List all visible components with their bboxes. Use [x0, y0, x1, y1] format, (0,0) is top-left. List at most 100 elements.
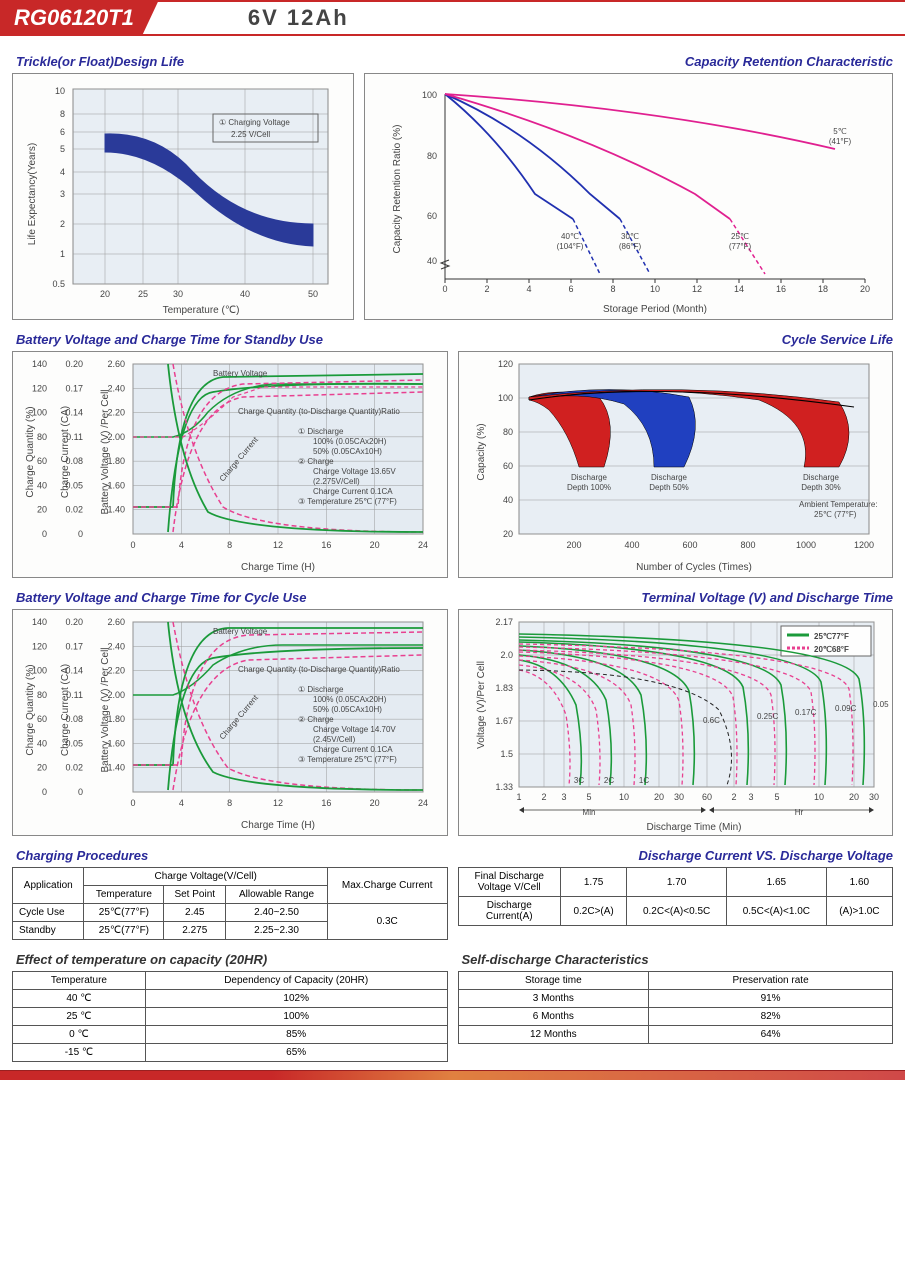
svg-text:5: 5 — [586, 792, 591, 802]
svg-text:25: 25 — [138, 289, 148, 299]
svg-text:16: 16 — [321, 798, 331, 808]
svg-text:4: 4 — [179, 798, 184, 808]
chart5-svg: Charge Quantity (%) Charge Current (CA) … — [13, 610, 443, 835]
svg-text:2: 2 — [731, 792, 736, 802]
chart2-box: 100 80 60 40 02468101214161820 40℃ (104°… — [364, 73, 893, 320]
svg-text:1000: 1000 — [795, 540, 815, 550]
svg-text:3: 3 — [561, 792, 566, 802]
svg-text:Discharge Time (Min): Discharge Time (Min) — [646, 822, 741, 833]
svg-text:140: 140 — [32, 359, 47, 369]
svg-text:40: 40 — [37, 738, 47, 748]
svg-text:0.6C: 0.6C — [703, 716, 720, 725]
svg-text:Depth 100%: Depth 100% — [566, 483, 610, 492]
svg-text:① Charging Voltage: ① Charging Voltage — [219, 118, 290, 127]
svg-text:Min: Min — [582, 808, 595, 817]
svg-text:0.05: 0.05 — [65, 738, 83, 748]
svg-text:Capacity (%): Capacity (%) — [476, 423, 487, 480]
svg-text:Voltage (V)/Per Cell: Voltage (V)/Per Cell — [476, 661, 487, 749]
footer-bar — [0, 1070, 905, 1080]
svg-text:0.5: 0.5 — [52, 279, 65, 289]
svg-text:Charge Quantity (%): Charge Quantity (%) — [25, 406, 36, 497]
chart6-svg: 25℃77°F 20℃68°F 3C2C1C0.6C0.25C0.17C0.09… — [459, 610, 889, 835]
svg-text:1.40: 1.40 — [107, 763, 125, 773]
svg-text:1.83: 1.83 — [495, 683, 513, 693]
svg-text:1C: 1C — [638, 776, 648, 785]
chart3-svg: Charge Quantity (%) Charge Current (CA) … — [13, 352, 443, 577]
svg-text:50% (0.05CAx10H): 50% (0.05CAx10H) — [313, 705, 382, 714]
svg-text:20: 20 — [370, 798, 380, 808]
svg-text:2.20: 2.20 — [107, 408, 125, 418]
svg-text:① Discharge: ① Discharge — [298, 427, 344, 436]
svg-text:25℃ (77°F): 25℃ (77°F) — [814, 510, 857, 519]
svg-text:0.09C: 0.09C — [835, 704, 857, 713]
table3-title: Effect of temperature on capacity (20HR) — [16, 952, 448, 967]
spec-label: 6V 12Ah — [248, 5, 349, 31]
svg-text:80: 80 — [37, 690, 47, 700]
svg-text:0.02: 0.02 — [65, 763, 83, 773]
svg-text:Charge Quantity (to-Discharge: Charge Quantity (to-Discharge Quantity)R… — [238, 665, 400, 674]
svg-text:1200: 1200 — [853, 540, 873, 550]
svg-text:20: 20 — [370, 540, 380, 550]
svg-text:2.00: 2.00 — [107, 690, 125, 700]
svg-text:3: 3 — [748, 792, 753, 802]
svg-text:40: 40 — [37, 480, 47, 490]
svg-text:2.25 V/Cell: 2.25 V/Cell — [231, 130, 270, 139]
svg-text:1: 1 — [516, 792, 521, 802]
svg-text:100: 100 — [32, 408, 47, 418]
svg-text:1: 1 — [60, 249, 65, 259]
svg-text:200: 200 — [566, 540, 581, 550]
svg-text:20℃68°F: 20℃68°F — [814, 645, 849, 654]
svg-text:1.67: 1.67 — [495, 716, 513, 726]
svg-text:Storage Period (Month): Storage Period (Month) — [603, 304, 707, 315]
svg-text:Charge Voltage 13.65V: Charge Voltage 13.65V — [313, 467, 396, 476]
svg-text:60: 60 — [502, 461, 512, 471]
svg-text:600: 600 — [682, 540, 697, 550]
chart5-title: Battery Voltage and Charge Time for Cycl… — [16, 590, 448, 605]
svg-text:16: 16 — [776, 284, 786, 294]
chart4-svg: Discharge Depth 100% Discharge Depth 50%… — [459, 352, 889, 577]
chart3-title: Battery Voltage and Charge Time for Stan… — [16, 332, 448, 347]
svg-text:12: 12 — [692, 284, 702, 294]
svg-text:16: 16 — [321, 540, 331, 550]
svg-text:Depth 50%: Depth 50% — [649, 483, 689, 492]
svg-text:100% (0.05CAx20H): 100% (0.05CAx20H) — [313, 437, 387, 446]
svg-text:4: 4 — [179, 540, 184, 550]
svg-text:60: 60 — [427, 211, 437, 221]
th-app: Application — [13, 868, 84, 904]
svg-text:40: 40 — [502, 495, 512, 505]
chart3-box: Charge Quantity (%) Charge Current (CA) … — [12, 351, 448, 578]
svg-text:25℃: 25℃ — [731, 232, 749, 241]
svg-text:25℃77°F: 25℃77°F — [814, 632, 849, 641]
svg-text:0: 0 — [130, 540, 135, 550]
svg-text:0.11: 0.11 — [66, 432, 83, 442]
svg-text:2: 2 — [541, 792, 546, 802]
svg-text:Life Expectancy(Years): Life Expectancy(Years) — [27, 143, 38, 245]
svg-text:Charge Time (H): Charge Time (H) — [241, 820, 315, 831]
svg-text:1.60: 1.60 — [107, 738, 125, 748]
svg-text:24: 24 — [418, 798, 428, 808]
svg-text:0.11: 0.11 — [66, 690, 83, 700]
svg-text:3C: 3C — [573, 776, 583, 785]
svg-text:5℃: 5℃ — [833, 127, 846, 136]
chart1-box: ① Charging Voltage 2.25 V/Cell 0.5 1 2 3… — [12, 73, 354, 320]
svg-text:0.14: 0.14 — [65, 666, 83, 676]
svg-text:0.02: 0.02 — [65, 505, 83, 515]
svg-text:② Charge: ② Charge — [298, 457, 334, 466]
svg-text:4: 4 — [60, 167, 65, 177]
page-header: RG06120T1 6V 12Ah — [0, 0, 905, 36]
svg-text:(104°F): (104°F) — [557, 242, 584, 251]
svg-text:20: 20 — [848, 792, 858, 802]
svg-text:(77°F): (77°F) — [729, 242, 752, 251]
svg-text:120: 120 — [32, 383, 47, 393]
svg-text:Discharge: Discharge — [650, 473, 687, 482]
svg-text:Battery Voltage: Battery Voltage — [213, 369, 268, 378]
svg-text:③ Temperature 25℃ (77°F): ③ Temperature 25℃ (77°F) — [298, 497, 397, 506]
svg-text:24: 24 — [418, 540, 428, 550]
model-badge: RG06120T1 — [0, 2, 158, 34]
svg-text:20: 20 — [37, 505, 47, 515]
svg-text:3: 3 — [60, 189, 65, 199]
svg-text:60: 60 — [37, 714, 47, 724]
chart6-box: 25℃77°F 20℃68°F 3C2C1C0.6C0.25C0.17C0.09… — [458, 609, 894, 836]
svg-text:800: 800 — [740, 540, 755, 550]
svg-text:20: 20 — [37, 763, 47, 773]
